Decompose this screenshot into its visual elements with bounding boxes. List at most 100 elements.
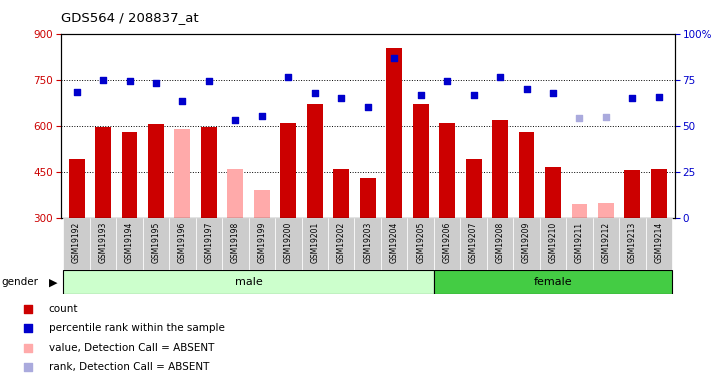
Bar: [95, 127, 111, 218]
Bar: [275, 217, 301, 270]
Point: [441, 78, 453, 84]
Bar: [571, 204, 588, 218]
Text: GSM19196: GSM19196: [178, 222, 187, 263]
Bar: [360, 178, 376, 218]
Point: [150, 80, 161, 86]
Bar: [545, 167, 561, 218]
Bar: [625, 170, 640, 217]
Text: GSM19202: GSM19202: [337, 222, 346, 263]
Point: [574, 115, 585, 121]
Text: GSM19209: GSM19209: [522, 222, 531, 263]
Point: [97, 77, 109, 83]
Bar: [466, 159, 481, 218]
Point: [283, 74, 294, 80]
Bar: [228, 168, 243, 217]
Text: rank, Detection Call = ABSENT: rank, Detection Call = ABSENT: [49, 362, 209, 372]
Bar: [196, 217, 222, 270]
Bar: [439, 123, 455, 218]
Point: [468, 92, 479, 98]
Bar: [169, 217, 196, 270]
Text: GSM19211: GSM19211: [575, 222, 584, 263]
Bar: [69, 159, 84, 218]
Bar: [90, 217, 116, 270]
Text: gender: gender: [1, 277, 39, 287]
Bar: [174, 129, 191, 217]
Bar: [386, 48, 402, 217]
Text: GSM19207: GSM19207: [469, 222, 478, 263]
Bar: [566, 217, 593, 270]
Point: [71, 89, 82, 95]
Text: GSM19204: GSM19204: [390, 222, 398, 263]
Point: [415, 92, 426, 98]
Bar: [301, 217, 328, 270]
Text: GSM19206: GSM19206: [443, 222, 452, 263]
Point: [22, 325, 34, 331]
Text: GSM19205: GSM19205: [416, 222, 425, 263]
Bar: [148, 124, 164, 218]
Bar: [513, 217, 540, 270]
Point: [230, 117, 241, 123]
Text: GSM19200: GSM19200: [283, 222, 293, 263]
Text: GSM19203: GSM19203: [363, 222, 372, 263]
Bar: [64, 217, 90, 270]
Bar: [307, 104, 323, 218]
Text: GSM19195: GSM19195: [151, 222, 161, 263]
Bar: [487, 217, 513, 270]
Text: GSM19212: GSM19212: [601, 222, 610, 263]
Bar: [461, 217, 487, 270]
Text: GSM19201: GSM19201: [311, 222, 319, 263]
Bar: [116, 217, 143, 270]
Point: [388, 55, 400, 61]
Point: [362, 104, 373, 110]
Bar: [492, 120, 508, 218]
Text: female: female: [533, 277, 573, 287]
Bar: [201, 127, 217, 218]
Text: value, Detection Call = ABSENT: value, Detection Call = ABSENT: [49, 343, 214, 352]
Point: [177, 98, 188, 104]
Point: [600, 114, 612, 120]
Point: [22, 364, 34, 370]
Point: [336, 95, 347, 101]
Text: GSM19193: GSM19193: [99, 222, 108, 263]
Bar: [434, 270, 672, 294]
Bar: [381, 217, 408, 270]
Bar: [254, 190, 270, 217]
Bar: [121, 132, 137, 218]
Text: ▶: ▶: [49, 277, 57, 287]
Bar: [434, 217, 461, 270]
Bar: [143, 217, 169, 270]
Point: [124, 78, 135, 84]
Point: [203, 78, 215, 84]
Text: count: count: [49, 304, 78, 314]
Text: male: male: [235, 277, 263, 287]
Text: GSM19197: GSM19197: [204, 222, 213, 263]
Bar: [518, 132, 535, 218]
Text: GSM19198: GSM19198: [231, 222, 240, 263]
Bar: [333, 168, 349, 217]
Bar: [413, 104, 428, 218]
Bar: [222, 217, 248, 270]
Bar: [408, 217, 434, 270]
Text: GSM19208: GSM19208: [496, 222, 505, 263]
Bar: [645, 217, 672, 270]
Point: [653, 93, 665, 99]
Bar: [354, 217, 381, 270]
Point: [494, 74, 506, 80]
Bar: [619, 217, 645, 270]
Bar: [174, 129, 191, 217]
Bar: [328, 217, 354, 270]
Bar: [651, 168, 667, 217]
Point: [22, 345, 34, 351]
Text: GSM19210: GSM19210: [548, 222, 558, 263]
Bar: [598, 203, 614, 217]
Point: [309, 90, 321, 96]
Point: [547, 90, 558, 96]
Bar: [281, 123, 296, 218]
Bar: [593, 217, 619, 270]
Point: [627, 95, 638, 101]
Text: GSM19192: GSM19192: [72, 222, 81, 263]
Bar: [64, 270, 434, 294]
Text: GSM19199: GSM19199: [257, 222, 266, 263]
Point: [521, 86, 532, 92]
Text: GDS564 / 208837_at: GDS564 / 208837_at: [61, 11, 198, 24]
